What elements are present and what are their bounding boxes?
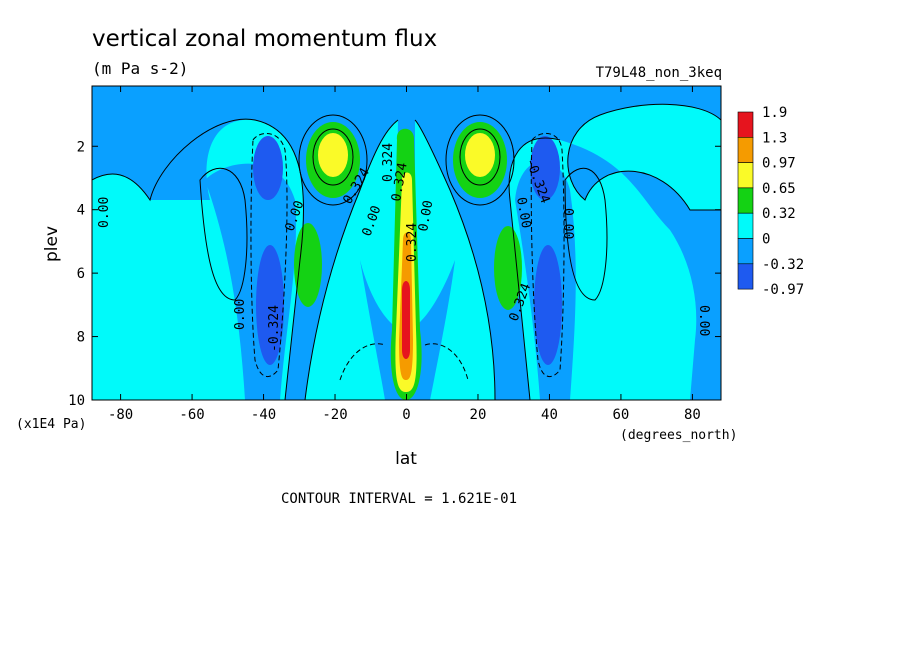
x-tick-label: -40 [251, 407, 276, 423]
colorbar-label: 1.9 [762, 105, 787, 121]
colorbar-swatch [737, 263, 754, 290]
colorbar-legend: 1.9 1.3 0.97 0.65 0.32 0 -0.32 -0.97 [737, 105, 804, 298]
contour-line [564, 168, 608, 301]
contour-line [414, 119, 496, 400]
colorbar-label: 0.65 [762, 181, 796, 197]
contour-label: 0.00 [233, 299, 248, 330]
field-region-negative-core-left-upper [253, 136, 283, 200]
contour-line [530, 132, 565, 378]
x-tick-label: 40 [541, 407, 558, 423]
colorbar-swatch [737, 137, 754, 163]
contour-interval-note: CONTOUR INTERVAL = 1.621E-01 [281, 491, 517, 507]
y-tick-label: 8 [77, 330, 85, 346]
contour-label: 0.00 [97, 197, 112, 228]
x-tick-label: -20 [322, 407, 347, 423]
field-region-top-strip [365, 88, 457, 102]
field-region-yellow-core-left [318, 133, 348, 177]
plot-area: 0.00 0.324 -0.324 0.00 0.324 0.00 0.00 0… [92, 86, 721, 400]
contour-line [199, 167, 248, 301]
y-tick-label: 2 [77, 139, 85, 155]
y-tick-label: 10 [68, 393, 85, 409]
contour-line [92, 118, 305, 400]
colorbar-label: -0.32 [762, 257, 804, 273]
colorbar-swatch [737, 212, 754, 239]
y-tick-label: 6 [77, 266, 85, 282]
colorbar-swatch [737, 187, 754, 214]
colorbar-label: 0.97 [762, 156, 796, 172]
x-axis-units: (degrees_north) [620, 428, 737, 443]
y-axis-units: (x1E4 Pa) [16, 417, 86, 432]
chart-subtitle: (m Pa s-2) [92, 59, 188, 78]
contour-line [508, 137, 561, 400]
y-tick-label: 4 [77, 203, 85, 219]
contour-line [298, 114, 368, 206]
x-axis: -80 -60 -40 -20 0 20 40 60 80 [108, 86, 701, 423]
x-axis-label: lat [395, 449, 417, 469]
colorbar-label: 1.3 [762, 130, 787, 146]
x-tick-label: -80 [108, 407, 133, 423]
field-region-negative-core-right-upper [530, 136, 560, 200]
x-tick-label: 80 [684, 407, 701, 423]
contour-line [339, 343, 469, 381]
field-region-lower-left-corner [92, 360, 115, 400]
colorbar-swatch [737, 111, 754, 138]
x-tick-label: 0 [402, 407, 410, 423]
contour-label: 0.00 [696, 305, 711, 336]
contour-line [567, 103, 721, 211]
x-tick-label: 60 [613, 407, 630, 423]
contour-label: 0.324 [381, 143, 396, 182]
field-region-positive-lobe-left-lower [294, 223, 322, 307]
contour-label: 0.00 [560, 208, 575, 239]
contour-line [250, 132, 288, 378]
colorbar-label: 0.32 [762, 206, 796, 222]
contour-label: 0.324 [389, 161, 411, 202]
y-axis: 2 4 6 8 10 [68, 139, 721, 409]
y-axis-label: plev [42, 226, 62, 262]
dataset-label: T79L48_non_3keq [596, 65, 722, 81]
colorbar-label: -0.97 [762, 282, 804, 298]
field-region-equatorial-red [402, 281, 410, 359]
contour-label: 0.00 [513, 196, 533, 229]
contour-label: 0.00 [416, 199, 436, 232]
contour-label: 0.324 [405, 223, 420, 262]
field-region-negative-core-right-lower [534, 245, 562, 365]
field-region-negative-core-left-lower [256, 245, 284, 365]
x-tick-label: -60 [179, 407, 204, 423]
contour-line [312, 128, 354, 186]
colorbar-swatch [737, 162, 754, 189]
contour-line [459, 128, 501, 186]
chart-title: vertical zonal momentum flux [92, 26, 437, 52]
contour-label: -0.324 [267, 305, 282, 352]
x-tick-label: 20 [470, 407, 487, 423]
contour-lines [92, 103, 721, 400]
colorbar-label: 0 [762, 232, 770, 248]
contour-line [304, 119, 399, 400]
contour-line [445, 114, 515, 206]
colorbar-swatch [737, 238, 754, 265]
field-region-yellow-core-right [465, 133, 495, 177]
